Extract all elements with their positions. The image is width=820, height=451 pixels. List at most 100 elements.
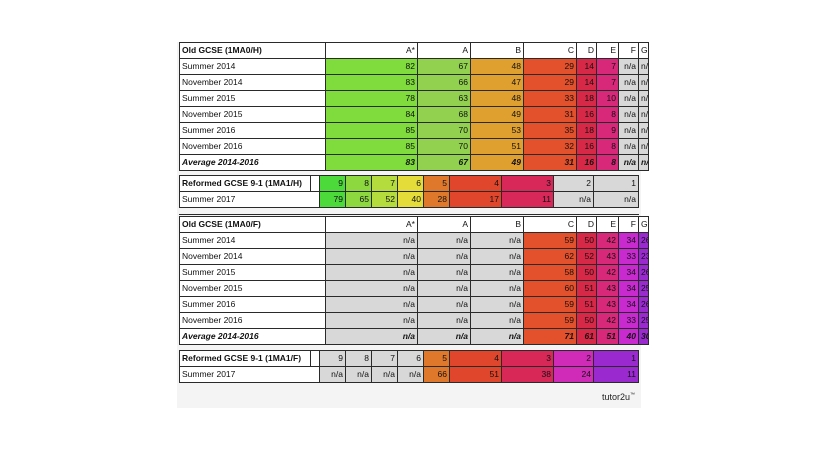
boundary-cell: 66	[417, 74, 471, 91]
boundary-cell: n/a	[470, 312, 524, 329]
boundary-cell: 26	[638, 264, 649, 281]
boundary-cell: 79	[319, 191, 346, 208]
boundary-cell: 33	[618, 312, 639, 329]
grade-header-cell: B	[470, 42, 524, 59]
boundary-cell: 48	[470, 58, 524, 75]
grade-header-cell: 7	[371, 350, 398, 367]
grade-header-cell: E	[596, 216, 619, 233]
grade-header-cell: B	[470, 216, 524, 233]
grade-header-row: Old GCSE (1MA0/H) A* A B C D E F G	[179, 42, 649, 59]
boundary-cell: 26	[638, 232, 649, 249]
grade-header-cell: 3	[501, 175, 554, 192]
grade-header-cell: C	[523, 42, 577, 59]
boundary-cell: n/a	[618, 122, 639, 139]
session-label: Summer 2014	[179, 232, 326, 249]
grade-header-cell: 1	[593, 175, 639, 192]
boundary-cell: 23	[638, 248, 649, 265]
boundary-cell: n/a	[638, 74, 649, 91]
boundary-cell: 8	[596, 106, 619, 123]
boundary-cell: n/a	[470, 264, 524, 281]
boundary-cell: 58	[523, 264, 577, 281]
grade-header-cell: F	[618, 42, 639, 59]
boundary-cell: 40	[397, 191, 424, 208]
table-title: Reformed GCSE 9-1 (1MA1/F)	[179, 350, 311, 367]
boundary-cell: 42	[596, 232, 619, 249]
session-label: November 2014	[179, 74, 326, 91]
grade-header-cell: F	[618, 216, 639, 233]
boundary-cell: n/a	[319, 366, 346, 383]
grade-header-cell: E	[596, 42, 619, 59]
grade-header-cell: A*	[325, 42, 418, 59]
grade-header-cell: 4	[449, 350, 502, 367]
grade-header-cell: 6	[397, 350, 424, 367]
session-label: Average 2014-2016	[179, 154, 326, 171]
boundary-cell: n/a	[638, 90, 649, 107]
session-label: Summer 2015	[179, 90, 326, 107]
session-label: Summer 2015	[179, 264, 326, 281]
boundary-cell: 50	[576, 232, 597, 249]
grade-header-cell: 9	[319, 175, 346, 192]
boundary-cell: 26	[638, 296, 649, 313]
higher-reformed-gcse-table: Reformed GCSE 9-1 (1MA1/H) 9 8 7 6 5 4 3 2 1 Summe…	[179, 175, 639, 208]
boundary-cell: 7	[596, 58, 619, 75]
boundary-cell: 85	[325, 122, 418, 139]
boundary-cell: 25	[638, 312, 649, 329]
boundary-cell: 32	[523, 138, 577, 155]
boundary-cell: n/a	[470, 328, 524, 345]
grade-header-cell: G	[638, 216, 649, 233]
boundary-cell: 7	[596, 74, 619, 91]
boundary-cell: 51	[449, 366, 502, 383]
boundary-cell: n/a	[618, 138, 639, 155]
boundary-cell: n/a	[618, 106, 639, 123]
boundary-cell: 82	[325, 58, 418, 75]
session-label: November 2015	[179, 280, 326, 297]
boundary-cell: n/a	[638, 154, 649, 171]
boundary-cell: 30	[638, 328, 649, 345]
boundary-cell: 18	[576, 122, 597, 139]
boundary-cell: 33	[523, 90, 577, 107]
grade-header-cell: 8	[345, 175, 372, 192]
boundary-cell: 34	[618, 264, 639, 281]
boundary-cell: 66	[423, 366, 450, 383]
boundary-cell: n/a	[325, 312, 418, 329]
boundary-cell: n/a	[325, 296, 418, 313]
boundary-cell: n/a	[325, 328, 418, 345]
logo-trademark: ™	[630, 392, 635, 398]
boundary-cell: n/a	[371, 366, 398, 383]
boundary-cell: 9	[596, 122, 619, 139]
session-label: Summer 2017	[179, 366, 320, 383]
boundary-cell: 62	[523, 248, 577, 265]
grade-header-row: Old GCSE (1MA0/F) A* A B C D E F G	[179, 216, 649, 233]
boundary-cell: 85	[325, 138, 418, 155]
boundary-cell: 34	[618, 296, 639, 313]
boundary-cell: 11	[501, 191, 554, 208]
grade-header-cell: 2	[553, 175, 594, 192]
boundary-cell: 50	[576, 264, 597, 281]
session-label: Summer 2014	[179, 58, 326, 75]
spacer-cell	[310, 350, 320, 367]
session-label: November 2015	[179, 106, 326, 123]
table-title: Old GCSE (1MA0/H)	[179, 42, 326, 59]
boundary-cell: 48	[470, 90, 524, 107]
session-label: Average 2014-2016	[179, 328, 326, 345]
boundary-cell: 43	[596, 296, 619, 313]
section-divider	[179, 214, 639, 215]
boundary-cell: 8	[596, 154, 619, 171]
boundary-cell: 59	[523, 296, 577, 313]
boundary-cell: 63	[417, 90, 471, 107]
table-title: Reformed GCSE 9-1 (1MA1/H)	[179, 175, 311, 192]
boundary-cell: 52	[371, 191, 398, 208]
grade-header-cell: C	[523, 216, 577, 233]
grade-header-cell: D	[576, 216, 597, 233]
boundary-cell: n/a	[417, 296, 471, 313]
boundary-cell: 51	[470, 138, 524, 155]
